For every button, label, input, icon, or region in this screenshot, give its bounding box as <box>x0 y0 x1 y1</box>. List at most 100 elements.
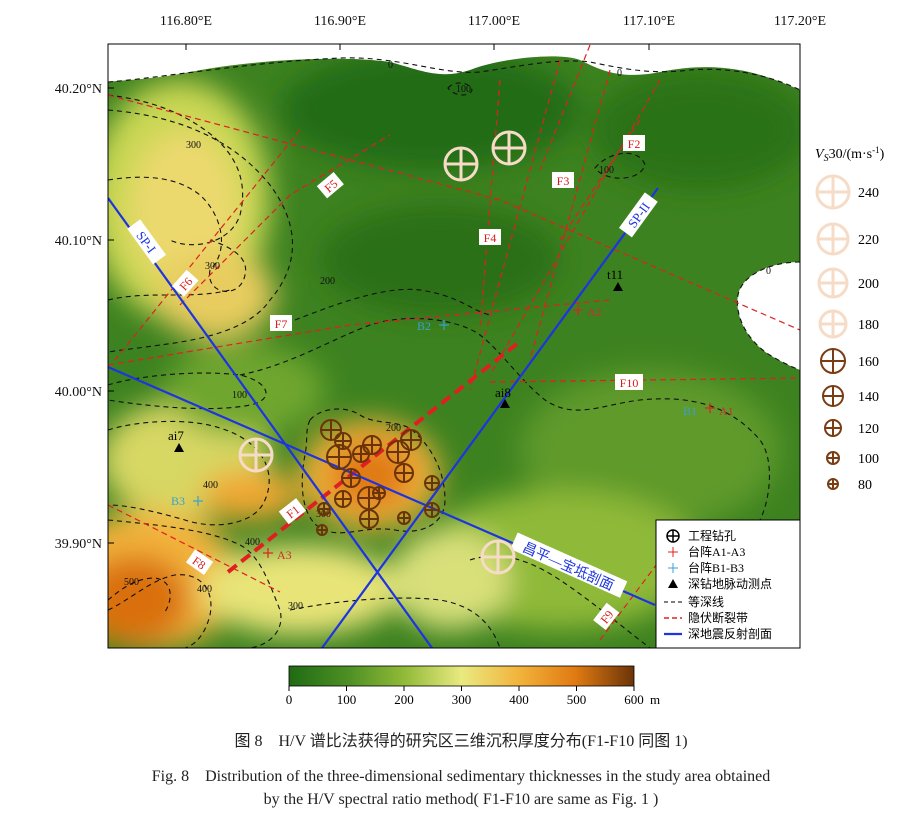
contour-label: 100 <box>599 165 614 176</box>
contour-lines <box>108 57 800 648</box>
vs30-legend-symbol <box>818 309 848 339</box>
vs30-legend-symbol <box>827 478 839 490</box>
legend-item-array-b: 台阵B1-B3 <box>688 560 744 575</box>
borehole-marker <box>443 146 479 182</box>
colorbar-tick-label: 400 <box>509 692 529 707</box>
borehole-marker <box>334 432 352 450</box>
vs30-legend-value: 180 <box>858 318 879 333</box>
colorbar: 0 100 200 300 400 500 600 m <box>286 665 660 707</box>
contour-label: 300 <box>186 140 201 151</box>
borehole-marker <box>334 490 352 508</box>
lon-axis: 116.80°E 116.90°E 117.00°E 117.10°E 117.… <box>160 14 826 50</box>
contour-label: 400 <box>203 480 218 491</box>
borehole-marker <box>320 419 342 441</box>
borehole-marker <box>491 130 527 166</box>
array-label-b1: B1 <box>683 404 697 418</box>
borehole-markers <box>238 130 527 575</box>
array-label-b3: B3 <box>171 494 185 508</box>
legend-item-fault: 隐伏断裂带 <box>688 610 748 625</box>
caption-english-line1: Fig. 8 Distribution of the three-dimensi… <box>151 768 771 785</box>
vs30-legend-symbol <box>820 348 846 374</box>
vs30-legend-symbol <box>816 222 850 256</box>
colorbar-tick-label: 200 <box>394 692 414 707</box>
lon-tick-label: 116.90°E <box>314 14 366 29</box>
colorbar-tick-label: 0 <box>286 692 293 707</box>
symbol-legend: 工程钻孔 台阵A1-A3 台阵B1-B3 深钻地脉动测点 等深线 隐伏断裂带 深… <box>655 519 801 649</box>
vs30-legend-value: 80 <box>858 478 872 493</box>
station-label-t11: t11 <box>607 267 623 282</box>
contour-label: 0 <box>388 60 393 71</box>
contour-label: 100 <box>456 84 471 95</box>
station-markers: t11 ai8 ai7 <box>168 267 623 452</box>
borehole-marker <box>362 435 382 455</box>
array-label-a1: A1 <box>719 404 734 418</box>
colorbar-tick-label: 500 <box>567 692 587 707</box>
borehole-marker <box>238 437 274 473</box>
array-label-a3: A3 <box>277 548 292 562</box>
contour-label: 300 <box>288 601 303 612</box>
lat-axis: 40.20°N 40.10°N 40.00°N 39.90°N <box>55 82 114 552</box>
lon-tick-label: 117.00°E <box>468 14 520 29</box>
colorbar-unit: m <box>650 692 660 707</box>
contour-label: 300 <box>205 261 220 272</box>
borehole-marker <box>359 509 379 529</box>
vs30-legend-value: 240 <box>858 186 879 201</box>
vs30-legend-title: VS30/(m·s-1) <box>815 145 885 164</box>
vs30-legend-value: 200 <box>858 277 879 292</box>
lat-tick-label: 40.20°N <box>55 82 102 97</box>
colorbar-gradient <box>288 665 635 687</box>
contour-label: 0 <box>766 266 771 277</box>
fault-f1-thick <box>226 341 520 574</box>
borehole-marker <box>341 468 361 488</box>
lat-tick-label: 40.10°N <box>55 234 102 249</box>
fault-label-f4: F4 <box>484 231 497 245</box>
vs30-legend-value: 100 <box>858 452 879 467</box>
borehole-marker <box>480 539 516 575</box>
borehole-marker <box>317 502 331 516</box>
legend-item-deep-station: 深钻地脉动测点 <box>688 576 772 591</box>
fault-label-f3: F3 <box>557 174 570 188</box>
contour-label: 100 <box>232 390 247 401</box>
borehole-marker <box>424 502 440 518</box>
fault-label-f10: F10 <box>620 376 639 390</box>
vs30-legend-symbol <box>824 419 842 437</box>
colorbar-tick-label: 600 <box>624 692 644 707</box>
legend-item-borehole: 工程钻孔 <box>688 528 736 543</box>
vs30-legend-symbol <box>817 267 849 299</box>
vs30-legend-symbol <box>826 451 840 465</box>
map-frame <box>107 43 801 649</box>
vs30-legend-symbol <box>822 385 844 407</box>
colorbar-tick-label: 300 <box>452 692 472 707</box>
vs30-legend-value: 160 <box>858 355 879 370</box>
legend-item-contour: 等深线 <box>688 595 724 609</box>
vs30-legend-value: 140 <box>858 390 879 405</box>
lat-tick-label: 40.00°N <box>55 385 102 400</box>
borehole-marker <box>397 511 411 525</box>
contour-label: 200 <box>386 423 401 434</box>
fault-label-f2: F2 <box>628 137 641 151</box>
lat-tick-label: 39.90°N <box>55 537 102 552</box>
vs30-legend: VS30/(m·s-1) 240 220 200 180 160 140 120… <box>815 145 885 493</box>
legend-item-array-a: 台阵A1-A3 <box>688 544 745 559</box>
borehole-marker <box>386 440 410 464</box>
array-label-b2: B2 <box>417 319 431 333</box>
borehole-marker <box>400 429 422 451</box>
fault-lines <box>108 44 800 641</box>
colorbar-tick-label: 100 <box>337 692 357 707</box>
vs30-legend-value: 120 <box>858 422 879 437</box>
thickness-raster <box>108 44 800 648</box>
legend-item-profile: 深地震反射剖面 <box>688 626 772 641</box>
borehole-marker <box>394 463 414 483</box>
contour-label: 400 <box>197 584 212 595</box>
borehole-marker <box>424 475 440 491</box>
borehole-marker <box>352 445 370 463</box>
station-label-ai8: ai8 <box>495 385 511 400</box>
contour-label: 0 <box>617 68 622 79</box>
caption-chinese: 图 8 H/V 谱比法获得的研究区三维沉积厚度分布(F1-F10 同图 1) <box>234 733 688 750</box>
contour-label: 200 <box>320 276 335 287</box>
lon-tick-label: 116.80°E <box>160 14 212 29</box>
vs30-legend-value: 220 <box>858 233 879 248</box>
array-markers: A1 A2 A3 B1 B2 B3 <box>171 305 734 562</box>
vs30-legend-symbol <box>815 174 851 210</box>
borehole-marker <box>326 444 352 470</box>
